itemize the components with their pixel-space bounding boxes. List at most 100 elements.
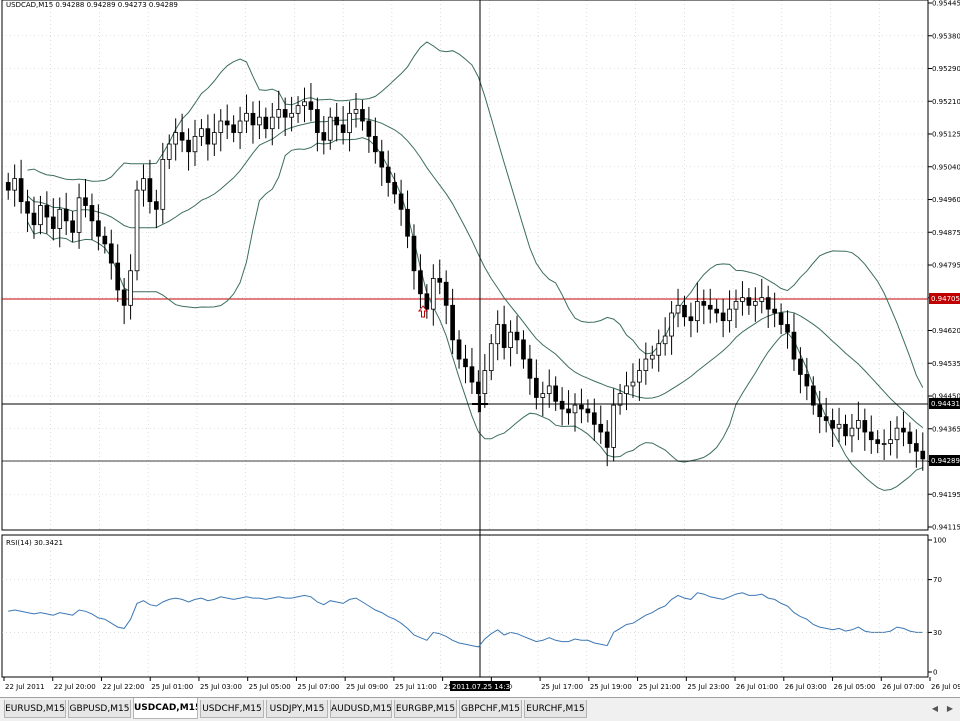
candle (289, 96, 294, 132)
candle (89, 193, 95, 240)
candle (701, 289, 707, 325)
tab-usdcad-m15[interactable]: USDCAD,M15 (133, 698, 198, 719)
candle (643, 342, 649, 385)
candle (862, 408, 868, 451)
candle (746, 288, 752, 315)
symbol-header: USDCAD,M15 0.94288 0.94289 0.94273 0.942… (6, 1, 178, 9)
tab-gbpchf-m15[interactable]: GBPCHF,M15 (459, 700, 522, 718)
candle (888, 420, 893, 456)
candle (553, 376, 558, 411)
candle (385, 150, 391, 197)
tab-eurusd-m15[interactable]: EURUSD,M15 (4, 700, 66, 718)
candle (141, 164, 146, 207)
candle (70, 211, 75, 242)
candle (752, 287, 758, 322)
time-tick-label: 26 Jul 07:00 (882, 683, 924, 691)
time-tick-label: 25 Jul 05:00 (249, 683, 291, 691)
time-axis: 22 Jul 2011 22 Jul 20:00 22 Jul 22:00 25 Ju… (3, 677, 960, 691)
price-tick-label: 0.95125 (932, 131, 960, 139)
tab-usdchf-m15[interactable]: USDCHF,M15 (200, 700, 264, 718)
time-tick-label: 25 Jul 19:00 (590, 683, 632, 691)
time-tick-label: 25 Jul 03:00 (200, 683, 242, 691)
price-tick-label: 0.94115 (932, 524, 960, 532)
candle (856, 401, 861, 441)
rsi-level-label: 100 (933, 537, 946, 545)
candle (121, 278, 127, 325)
candle (257, 100, 262, 140)
current-price-label: 0.94289 (929, 455, 960, 466)
candle (173, 118, 179, 161)
candle (282, 97, 288, 136)
tab-eurgbp-m15[interactable]: EURGBP,M15 (394, 700, 457, 718)
candle (546, 369, 552, 408)
candle (237, 106, 243, 150)
price-tick-label: 0.95040 (932, 163, 960, 171)
time-tick-label: 22 Jul 20:00 (54, 683, 96, 691)
time-tick-label: 25 Jul 21:00 (639, 683, 681, 691)
candle (482, 354, 488, 408)
candle (244, 94, 249, 133)
candle (604, 420, 610, 467)
candle (817, 390, 823, 434)
candle (675, 288, 681, 328)
candle (733, 289, 739, 328)
candle (456, 330, 462, 369)
candle (875, 430, 881, 454)
candle (76, 183, 82, 249)
candle (707, 288, 713, 324)
time-tick-label: 25 (444, 683, 453, 691)
candle (843, 414, 848, 446)
candle (211, 113, 217, 156)
rsi-level-label: 0 (933, 669, 937, 677)
tab-usdjpy-m15[interactable]: USDJPY,M15 (266, 700, 328, 718)
candle (881, 429, 887, 461)
candle (682, 295, 687, 327)
candle (630, 363, 636, 398)
candle (572, 393, 578, 432)
candle (534, 359, 539, 410)
bollinger-middle-band (27, 117, 924, 428)
candle (727, 290, 732, 333)
candle (662, 317, 668, 356)
time-tick-label: 22 Jul 22:00 (102, 683, 144, 691)
price-tick-label: 0.95210 (932, 98, 960, 106)
up-arrow-icon[interactable] (417, 305, 429, 318)
candle (5, 172, 11, 200)
candle (418, 254, 423, 309)
candle (154, 189, 159, 229)
crosshair-time-label: 2011.07.25 14:30 (450, 681, 514, 691)
candle (327, 107, 333, 150)
candle (920, 432, 926, 471)
tab-gbpusd-m15[interactable]: GBPUSD,M15 (68, 700, 131, 718)
candle (115, 244, 121, 302)
candle (38, 195, 43, 235)
candle (424, 284, 430, 319)
tab-scroll-right-icon[interactable]: ▶ (946, 704, 954, 713)
candle (128, 254, 133, 320)
candle (372, 117, 378, 164)
candle (31, 196, 37, 239)
price-tick-label: 0.94620 (932, 327, 960, 335)
rsi-axis: 100 70 30 0 (2, 537, 946, 677)
candle (501, 305, 507, 360)
time-tick-label: 25 Jul 11:00 (395, 683, 437, 691)
tab-eurchf-m15[interactable]: EURCHF,M15 (524, 700, 587, 718)
price-tick-label: 0.94960 (932, 196, 960, 204)
candle (199, 119, 204, 146)
candle (901, 411, 906, 447)
svg-text:2011.07.25 14:30: 2011.07.25 14:30 (452, 683, 514, 691)
time-tick-label: 26 Jul 03:00 (785, 683, 827, 691)
candle (430, 264, 436, 326)
candle (591, 398, 597, 441)
tab-scroll-left-icon[interactable]: ◀ (931, 704, 939, 713)
candle (347, 101, 352, 152)
candle (714, 299, 720, 323)
rsi-level-label: 30 (933, 629, 942, 637)
candle (160, 142, 166, 224)
candle (398, 179, 404, 226)
candle (411, 224, 417, 290)
candle (218, 109, 224, 152)
tab-audusd-m15[interactable]: AUDUSD,M15 (330, 700, 392, 718)
time-tick-label: 25 Jul 09:00 (346, 683, 388, 691)
